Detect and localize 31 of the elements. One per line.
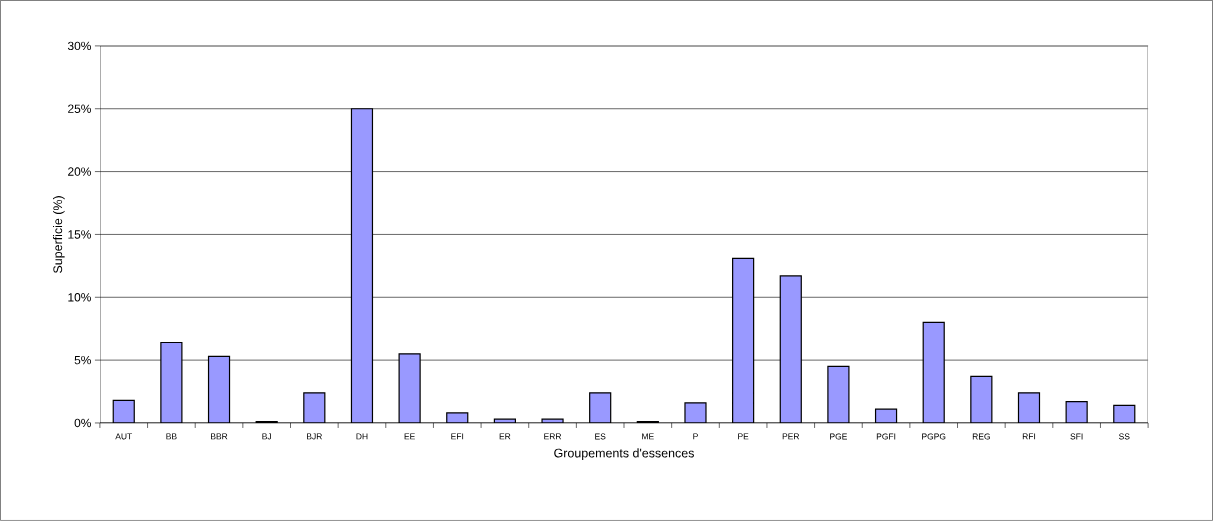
x-tick-label: ME [642, 433, 654, 440]
x-tick-label: BJR [307, 433, 322, 440]
x-tick-label: ER [499, 433, 511, 440]
x-tick-label: BBR [211, 433, 228, 440]
x-tick-label: REG [972, 433, 990, 440]
x-tick-label: SFI [1070, 433, 1083, 440]
x-tick-label: P [693, 433, 698, 440]
x-tick-label: AUT [115, 433, 133, 440]
y-tick-label: 30% [67, 41, 91, 51]
y-tick-label: 15% [68, 230, 91, 239]
y-tick-label: 5% [74, 355, 91, 365]
y-tick-label: 25% [68, 104, 91, 114]
x-tick-label: EE [404, 433, 415, 440]
x-tick-label: PGPG [922, 433, 946, 440]
x-tick-label: ES [595, 433, 606, 440]
x-tick-label: DH [356, 433, 368, 440]
x-tick-label: PER [782, 433, 800, 440]
x-tick-label: ERR [544, 433, 562, 440]
x-tick-label: SS [1119, 433, 1130, 440]
x-tick-label: PGE [830, 433, 847, 440]
x-tick-label: RFI [1022, 433, 1036, 440]
y-tick-label: 20% [68, 167, 91, 176]
x-tick-label: EFI [451, 433, 464, 440]
y-tick-label: 10% [68, 293, 91, 302]
x-tick-label: BJ [262, 433, 271, 440]
x-tick-label: PE [738, 433, 749, 440]
x-tick-label: PGFI [876, 433, 896, 440]
y-tick-label: 0% [74, 418, 91, 428]
y-axis-title: Superficie (%) [53, 196, 65, 274]
x-axis-title: Groupements d'essences [554, 448, 694, 460]
x-tick-label: BB [166, 433, 177, 440]
